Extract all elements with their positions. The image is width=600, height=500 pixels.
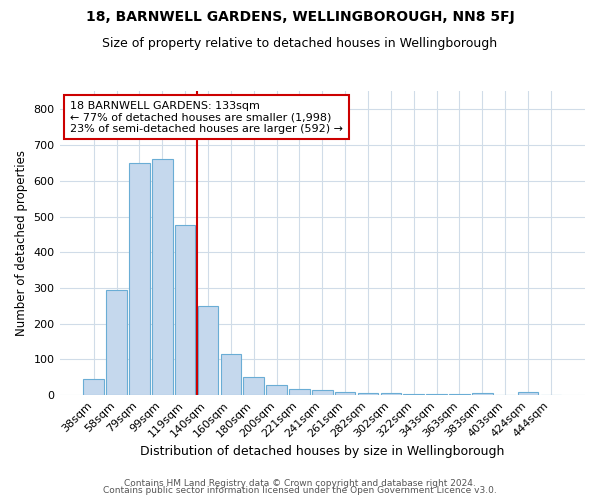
Bar (175, 226, 196, 395)
Text: Size of property relative to detached houses in Wellingborough: Size of property relative to detached ho… (103, 38, 497, 51)
Text: Contains HM Land Registry data © Crown copyright and database right 2024.: Contains HM Land Registry data © Crown c… (124, 478, 476, 488)
Bar (244, 377, 264, 395)
Bar (426, 394, 447, 395)
Bar (335, 392, 355, 395)
Bar (380, 394, 401, 395)
Bar (449, 394, 470, 395)
Bar (152, 160, 173, 395)
Y-axis label: Number of detached properties: Number of detached properties (15, 150, 28, 336)
Bar (266, 385, 287, 395)
Bar (518, 392, 538, 395)
Bar (472, 394, 493, 395)
Bar (83, 379, 104, 395)
Text: 18, BARNWELL GARDENS, WELLINGBOROUGH, NN8 5FJ: 18, BARNWELL GARDENS, WELLINGBOROUGH, NN… (86, 10, 514, 24)
Bar (198, 306, 218, 395)
Bar (129, 163, 150, 395)
Bar (289, 388, 310, 395)
Bar (358, 393, 378, 395)
Text: Contains public sector information licensed under the Open Government Licence v3: Contains public sector information licen… (103, 486, 497, 495)
Bar (221, 354, 241, 395)
Bar (403, 394, 424, 395)
X-axis label: Distribution of detached houses by size in Wellingborough: Distribution of detached houses by size … (140, 444, 505, 458)
Text: 18 BARNWELL GARDENS: 133sqm
← 77% of detached houses are smaller (1,998)
23% of : 18 BARNWELL GARDENS: 133sqm ← 77% of det… (70, 100, 343, 134)
Bar (106, 290, 127, 395)
Bar (312, 390, 332, 395)
